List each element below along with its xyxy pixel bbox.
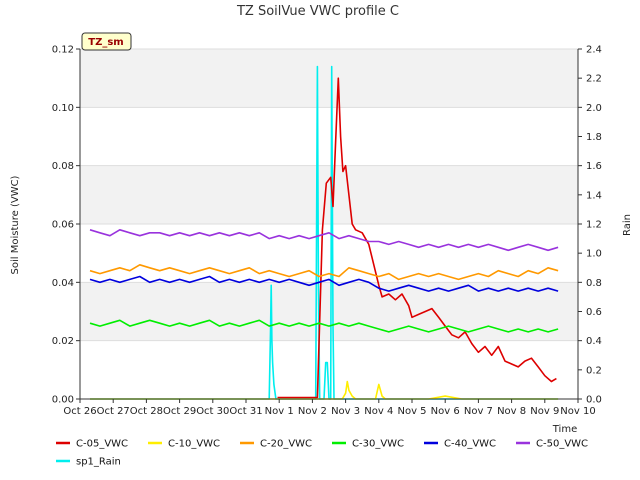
x-tick-label: Nov 10: [560, 406, 595, 417]
legend-item-c-30-vwc: C-30_VWC: [332, 439, 404, 450]
x-tick-label: Oct 26: [63, 406, 96, 417]
x-tick-label: Nov 6: [431, 406, 460, 417]
legend-label: C-20_VWC: [260, 439, 312, 450]
legend-item-c-20-vwc: C-20_VWC: [240, 439, 312, 450]
x-tick-label: Nov 1: [265, 406, 294, 417]
x-tick-label: Nov 7: [464, 406, 493, 417]
x-ticks: Oct 26 Oct 27 Oct 28 Oct 29 Oct 30 Oct 31 Nov …: [63, 399, 596, 417]
y2-tick-label: 0.8: [586, 278, 602, 289]
y-tick-label: 0.12: [52, 45, 74, 56]
y2-tick-label: 2.2: [586, 74, 602, 85]
legend-label: C-30_VWC: [352, 439, 404, 450]
series-line-c-20-vwc: [89, 263, 559, 281]
y2-tick-label: 0.2: [586, 365, 602, 376]
y2-axis-title: Rain: [622, 214, 633, 236]
series-line-c-05-vwc: [277, 77, 557, 399]
y2-ticks: 0.0 0.2 0.4 0.6 0.8 1.0 1.2 1.4 1.6 1.8 2.0 2.2 2.4: [578, 45, 602, 406]
legend-item-c-10-vwc: C-10_VWC: [148, 439, 220, 450]
y-tick-label: 0.08: [52, 161, 74, 172]
legend-label: C-05_VWC: [76, 439, 128, 450]
y2-tick-label: 1.4: [586, 190, 602, 201]
plot-band: [80, 165, 578, 224]
site-badge-text: TZ_sm: [88, 37, 123, 48]
legend-item-c-50-vwc: C-50_VWC: [516, 439, 588, 450]
x-axis-title: Time: [552, 424, 577, 435]
y2-tick-label: 0.4: [586, 336, 602, 347]
x-tick-label: Oct 27: [97, 406, 130, 417]
y2-tick-label: 1.8: [586, 132, 602, 143]
x-tick-label: Nov 4: [364, 406, 393, 417]
x-tick-label: Oct 31: [229, 406, 262, 417]
legend-label: C-40_VWC: [444, 439, 496, 450]
series-line-c-30-vwc: [89, 319, 559, 333]
site-badge: TZ_sm: [81, 32, 132, 51]
series-line-c-50-vwc: [89, 229, 559, 252]
series-line-c-40-vwc: [89, 275, 559, 292]
site-badge-box: [81, 32, 132, 51]
y-tick-label: 0.02: [52, 336, 74, 347]
x-tick-label: Nov 5: [397, 406, 426, 417]
x-tick-label: Oct 28: [130, 406, 163, 417]
legend-label: C-10_VWC: [168, 439, 220, 450]
plot-band: [80, 49, 578, 108]
legend: C-05_VWC C-10_VWC C-20_VWC C-30_VWC C-40_VWC…: [56, 439, 588, 468]
legend-item-sp1-rain: sp1_Rain: [56, 457, 121, 468]
legend-label: sp1_Rain: [76, 457, 121, 468]
x-tick-label: Nov 8: [497, 406, 526, 417]
legend-label: C-50_VWC: [536, 439, 588, 450]
y2-tick-label: 1.6: [586, 161, 602, 172]
y2-tick-label: 2.4: [586, 45, 602, 56]
x-tick-label: Nov 9: [530, 406, 559, 417]
y-ticks: 0.00 0.02 0.04 0.06 0.08 0.10 0.12: [52, 45, 80, 406]
plot-band: [80, 282, 578, 341]
y2-tick-label: 1.2: [586, 220, 602, 231]
y-tick-label: 0.04: [52, 278, 74, 289]
y2-tick-label: 1.0: [586, 249, 602, 260]
x-tick-label: Oct 29: [163, 406, 196, 417]
x-tick-label: Nov 2: [298, 406, 327, 417]
y-tick-label: 0.00: [52, 395, 74, 406]
x-tick-label: Nov 3: [331, 406, 360, 417]
y-axis-title: Soil Moisture (VWC): [10, 175, 21, 274]
legend-item-c-40-vwc: C-40_VWC: [424, 439, 496, 450]
y-tick-label: 0.10: [52, 103, 74, 114]
legend-item-c-05-vwc: C-05_VWC: [56, 439, 128, 450]
y-tick-label: 0.06: [52, 220, 74, 231]
y2-tick-label: 2.0: [586, 103, 602, 114]
y2-tick-label: 0.0: [586, 395, 602, 406]
chart-title: TZ SoilVue VWC profile C: [236, 4, 399, 19]
y2-tick-label: 0.6: [586, 307, 602, 318]
x-tick-label: Oct 30: [196, 406, 229, 417]
